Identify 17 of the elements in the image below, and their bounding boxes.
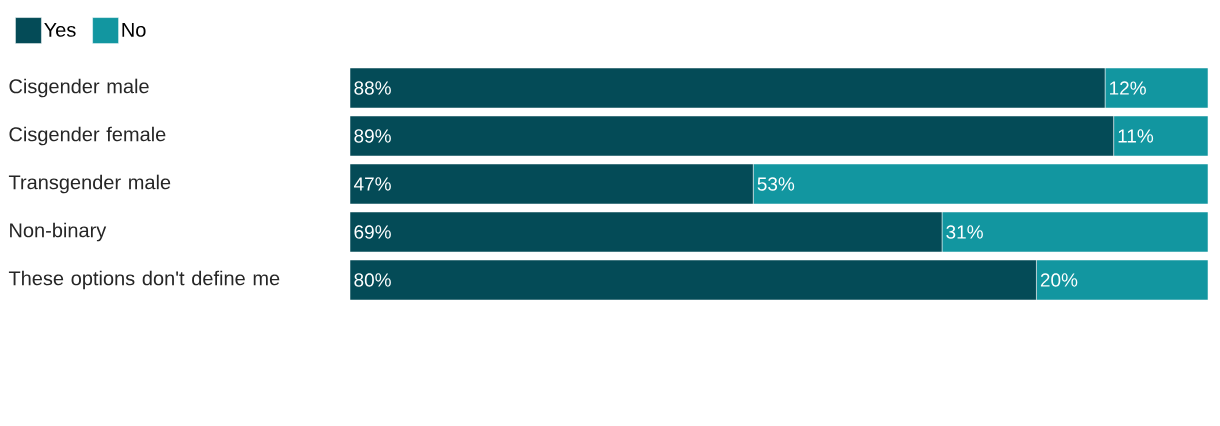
data-label: 47%: [353, 177, 391, 191]
y-tick-label: Non-binary: [10, 222, 107, 242]
data-label: 80%: [354, 273, 391, 287]
data-label: 53%: [757, 177, 795, 191]
data-label: 11%: [1118, 129, 1154, 143]
legend-label: Yes: [44, 22, 76, 37]
legend-label: No: [122, 22, 146, 37]
data-label: 88%: [354, 81, 391, 95]
data-label: 89%: [354, 129, 391, 143]
y-tick-label: Cisgender female: [9, 126, 166, 146]
y-tick-label: Transgender male: [8, 174, 171, 194]
data-label: 69%: [354, 225, 391, 239]
data-label: 12%: [1110, 81, 1146, 95]
y-tick-label: Cisgender male: [9, 78, 149, 98]
data-label: 20%: [1040, 273, 1078, 287]
data-label: 31%: [946, 225, 983, 239]
y-tick-label: These options don't define me: [8, 270, 280, 290]
